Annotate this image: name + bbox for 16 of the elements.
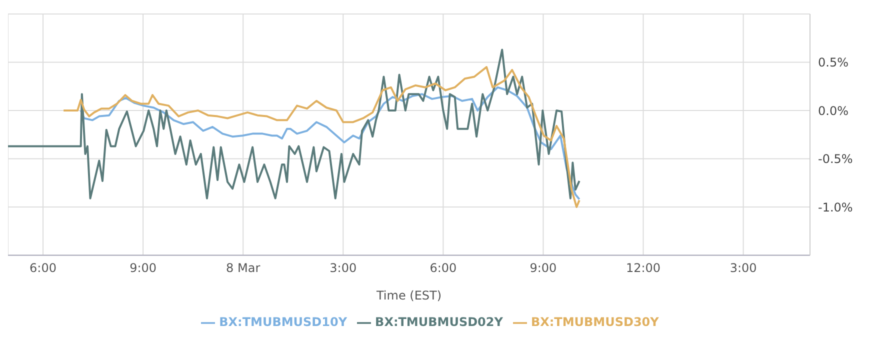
legend-label: BX:TMUBMUSD10Y [219,315,348,330]
x-tick-label: 3:00 [730,260,757,275]
x-tick-label: 8 Mar [226,260,260,275]
x-tick-label: 6:00 [430,260,457,275]
y-tick-label: -0.5% [818,152,853,166]
x-axis-title: Time (EST) [375,288,442,302]
x-tick-label: 12:00 [626,260,661,275]
legend-label: BX:TMUBMUSD02Y [375,315,503,330]
x-tick-label: 9:00 [130,260,157,275]
legend-label: BX:TMUBMUSD30Y [530,315,659,330]
x-tick-label: 3:00 [330,260,357,275]
y-tick-label: -1.0% [818,200,853,214]
y-tick-label: 0.5% [818,56,848,70]
x-tick-label: 6:00 [30,260,56,275]
x-tick-label: 9:00 [530,260,557,275]
y-tick-label: 0.0% [818,104,848,118]
